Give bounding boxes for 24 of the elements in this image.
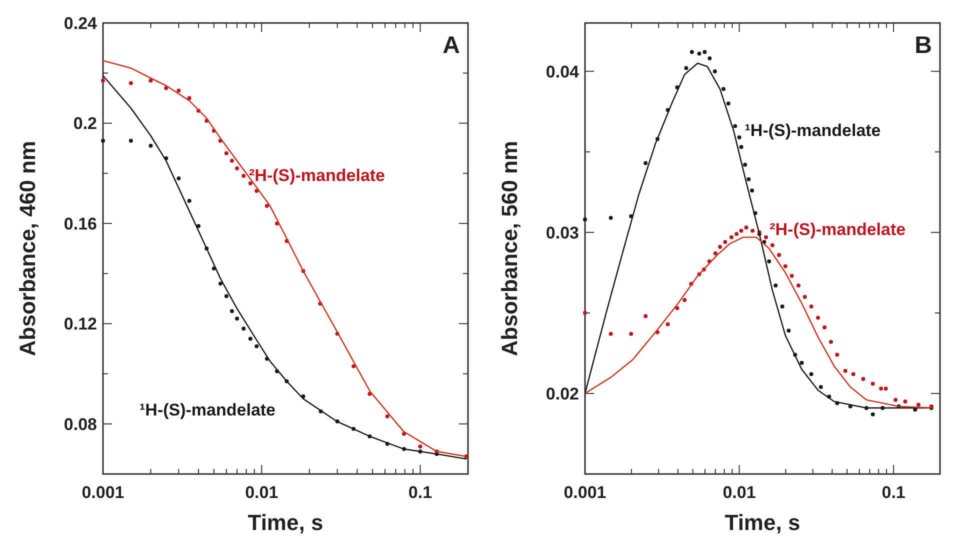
y-tick-label: 0.02 <box>546 384 579 404</box>
x-tick-label: 0.001 <box>82 483 124 502</box>
y-tick-label: 0.03 <box>546 223 579 242</box>
series-label: ¹H-(S)-mandelate <box>140 400 276 420</box>
series-label: ¹H-(S)-mandelate <box>744 120 881 140</box>
annotation: A <box>442 32 460 59</box>
x-tick-label: 0.01 <box>245 483 278 502</box>
y-axis-title: Absorbance, 560 nm <box>497 140 522 356</box>
x-tick-label: 0.001 <box>564 483 606 502</box>
y-axis-title: Absorbance, 460 nm <box>15 140 40 356</box>
annotation: B <box>914 32 932 59</box>
x-axis-title: Time, s <box>248 510 324 535</box>
y-tick-label: 0.16 <box>64 214 97 234</box>
y-tick-label: 0.04 <box>546 62 580 82</box>
x-tick-label: 0.01 <box>722 483 756 502</box>
y-tick-label: 0.08 <box>64 414 97 434</box>
x-tick-label: 0.1 <box>882 483 906 502</box>
y-tick-label: 0.12 <box>64 314 97 334</box>
series-label: ²H-(S)-mandelate <box>249 166 386 185</box>
y-tick-label: 0.2 <box>73 114 97 134</box>
series-label: ²H-(S)-mandelate <box>770 220 906 239</box>
x-tick-label: 0.1 <box>408 483 432 502</box>
y-tick-label: 0.24 <box>64 14 98 33</box>
x-axis-title: Time, s <box>724 510 800 535</box>
